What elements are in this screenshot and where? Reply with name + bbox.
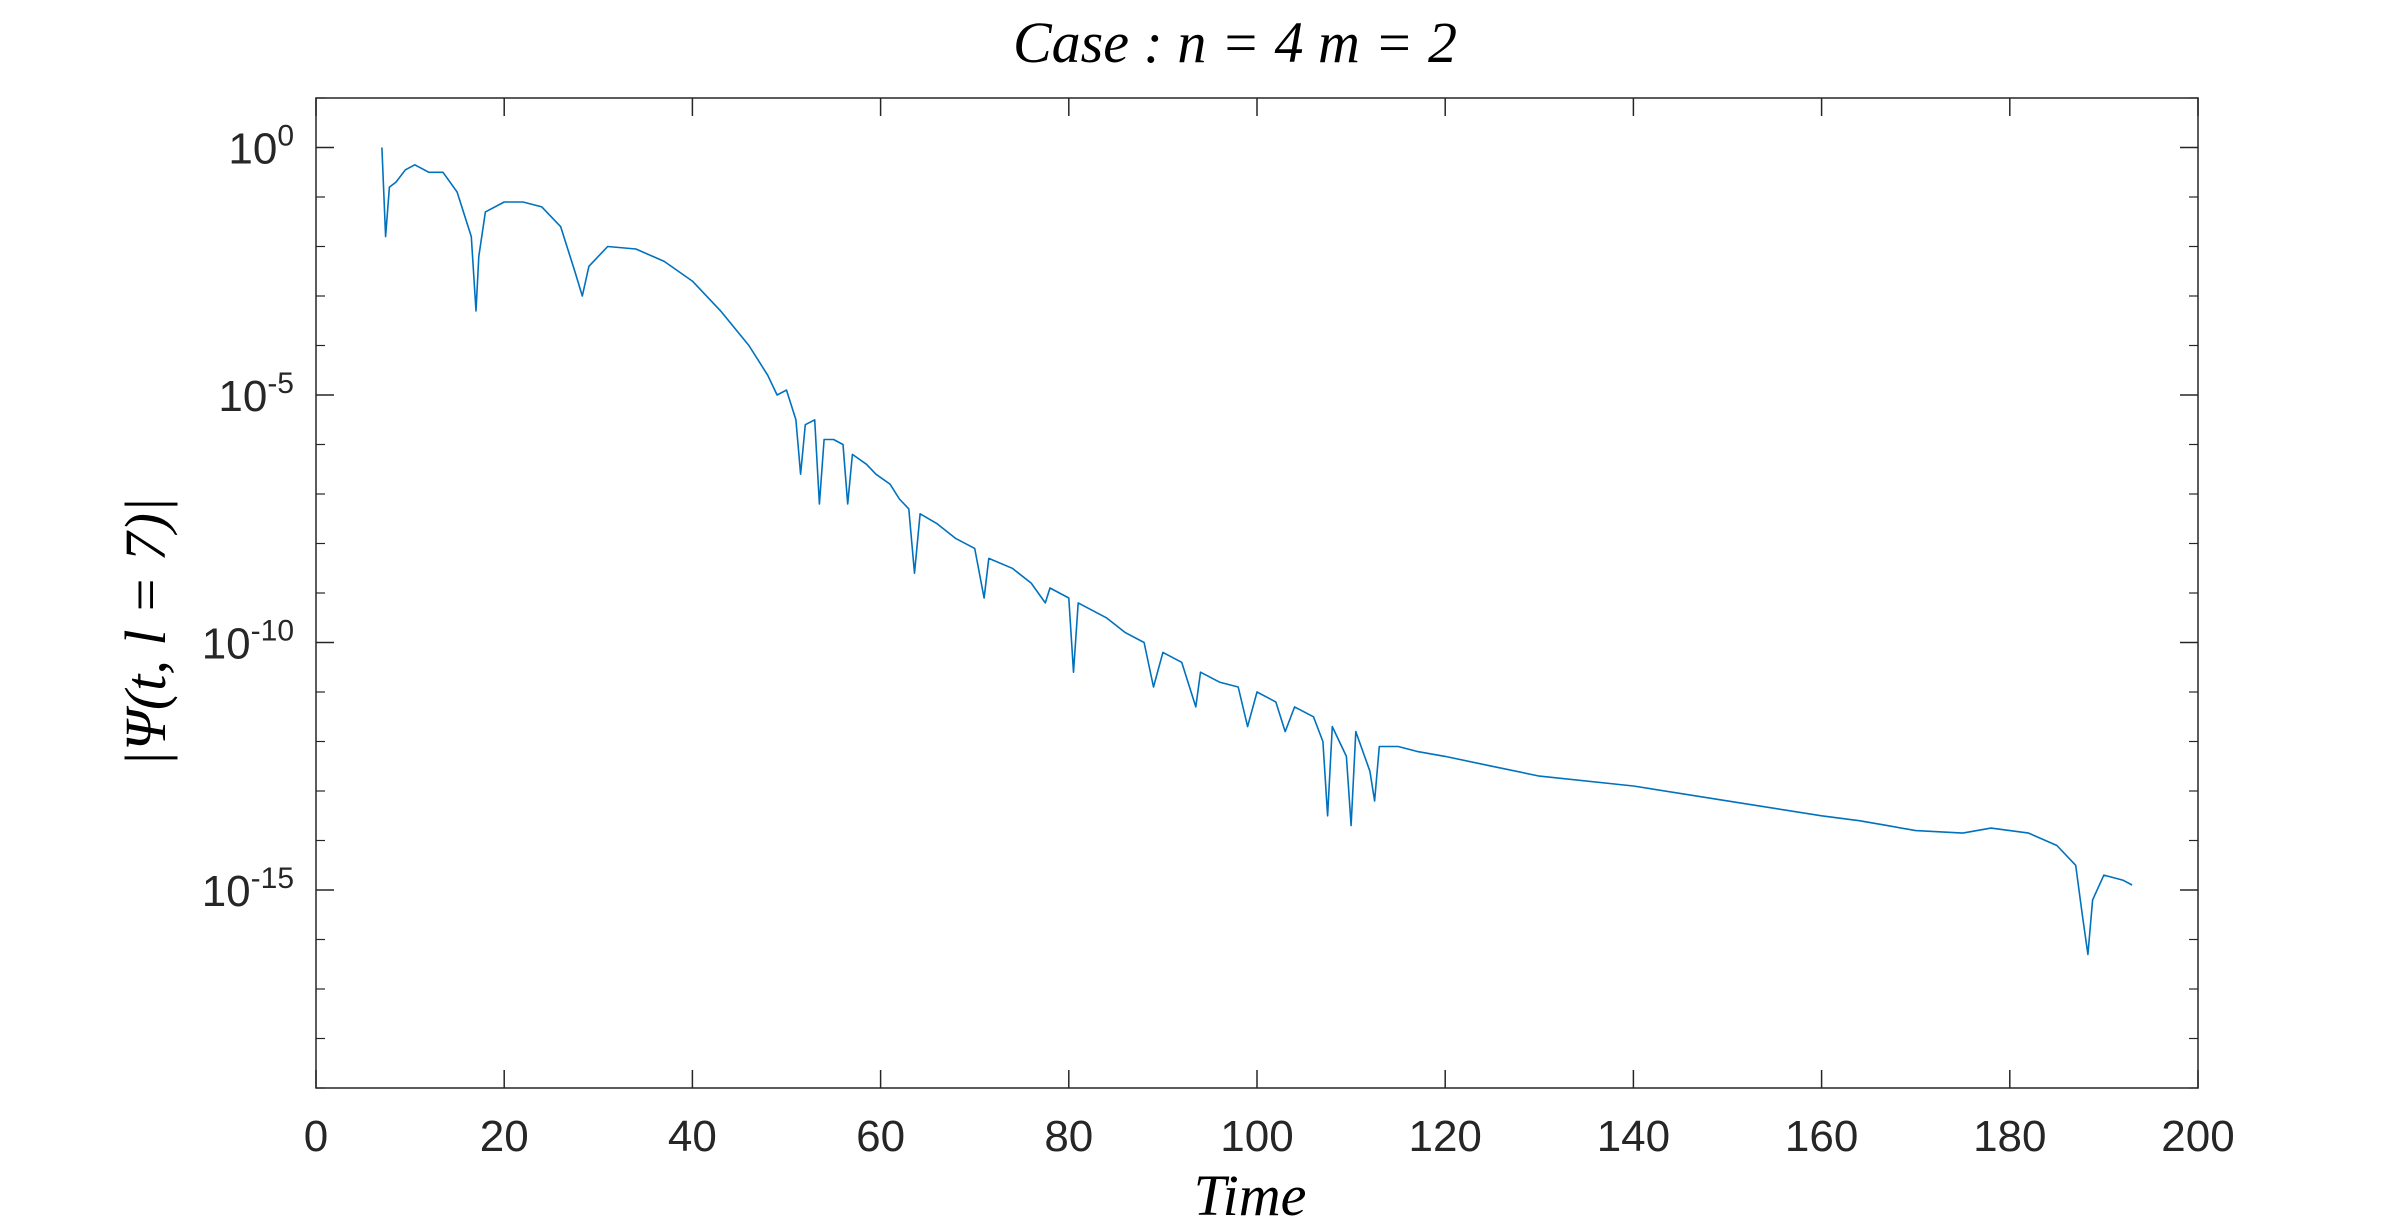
x-tick-label: 200 [2161, 1112, 2234, 1161]
y-tick-label-base: 10 [202, 867, 251, 916]
x-tick-label: 100 [1220, 1112, 1293, 1161]
y-tick-label: 10-5 [218, 367, 294, 421]
y-axis-label: |Ψ(t, l = 7)| [113, 497, 178, 767]
x-tick-label: 120 [1408, 1112, 1481, 1161]
y-tick-label-exponent: 0 [277, 120, 294, 153]
axes: 0 20 40 60 80 100 120 140 160 180 20010010-510-101… [202, 97, 2235, 1161]
y-tick-label-base: 10 [228, 125, 277, 174]
series-line-0 [381, 147, 2133, 956]
chart-title: Case : n = 4 m = 2 [1013, 10, 1457, 75]
x-tick-label: 60 [856, 1112, 905, 1161]
x-tick-label: 140 [1597, 1112, 1670, 1161]
x-tick-label: 20 [480, 1112, 529, 1161]
x-tick-label: 180 [1973, 1112, 2046, 1161]
y-tick-label: 10-15 [202, 862, 294, 916]
x-tick-label: 160 [1785, 1112, 1858, 1161]
x-tick-label: 40 [668, 1112, 717, 1161]
series-layer [381, 147, 2133, 956]
x-tick-label: 0 [304, 1112, 328, 1161]
y-tick-label-base: 10 [202, 620, 251, 669]
y-tick-label: 10-10 [202, 615, 294, 669]
y-tick-label-base: 10 [218, 372, 267, 421]
y-tick-label-exponent: -5 [267, 367, 294, 400]
x-axis-label: Time [1194, 1163, 1307, 1228]
y-tick-label-exponent: -15 [251, 862, 294, 895]
y-tick-label: 100 [228, 120, 294, 174]
y-tick-label-exponent: -10 [251, 615, 294, 648]
plot-frame [315, 97, 2199, 1089]
x-tick-label: 80 [1044, 1112, 1093, 1161]
